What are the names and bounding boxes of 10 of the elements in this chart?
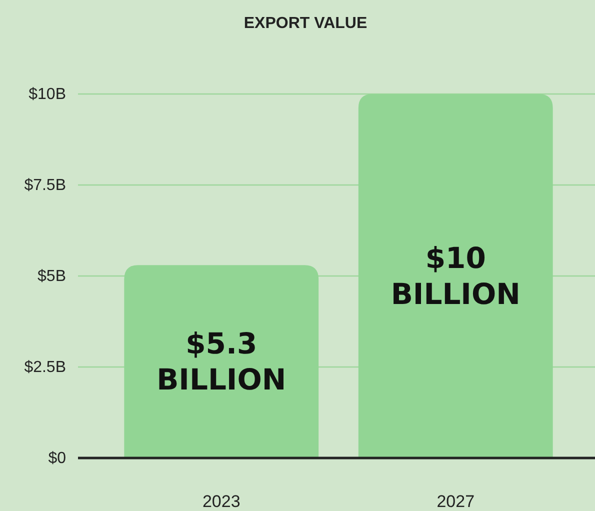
data-label: $5.3 BILLION [156, 326, 286, 397]
y-tick-label: $5B [38, 268, 66, 285]
x-tick-label: 2027 [436, 492, 475, 511]
y-tick-label: $2.5B [24, 359, 66, 376]
y-tick-label: $10B [28, 86, 66, 103]
x-tick-label: 2023 [202, 492, 240, 511]
y-tick-label: $7.5B [24, 177, 66, 194]
chart-title: EXPORT VALUE [244, 15, 368, 32]
data-label: $10 BILLION [390, 241, 520, 311]
y-tick-label: $0 [48, 450, 66, 467]
